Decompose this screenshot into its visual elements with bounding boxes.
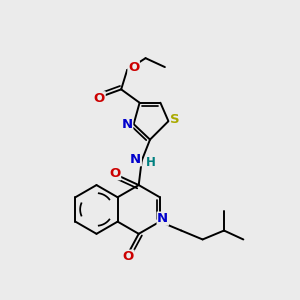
Text: O: O [94,92,105,105]
Text: O: O [128,61,139,74]
Text: O: O [123,250,134,263]
Text: H: H [146,156,156,169]
Text: O: O [109,167,121,180]
Text: N: N [157,212,168,225]
Text: N: N [130,153,141,166]
Text: S: S [170,113,180,126]
Text: N: N [122,118,133,130]
